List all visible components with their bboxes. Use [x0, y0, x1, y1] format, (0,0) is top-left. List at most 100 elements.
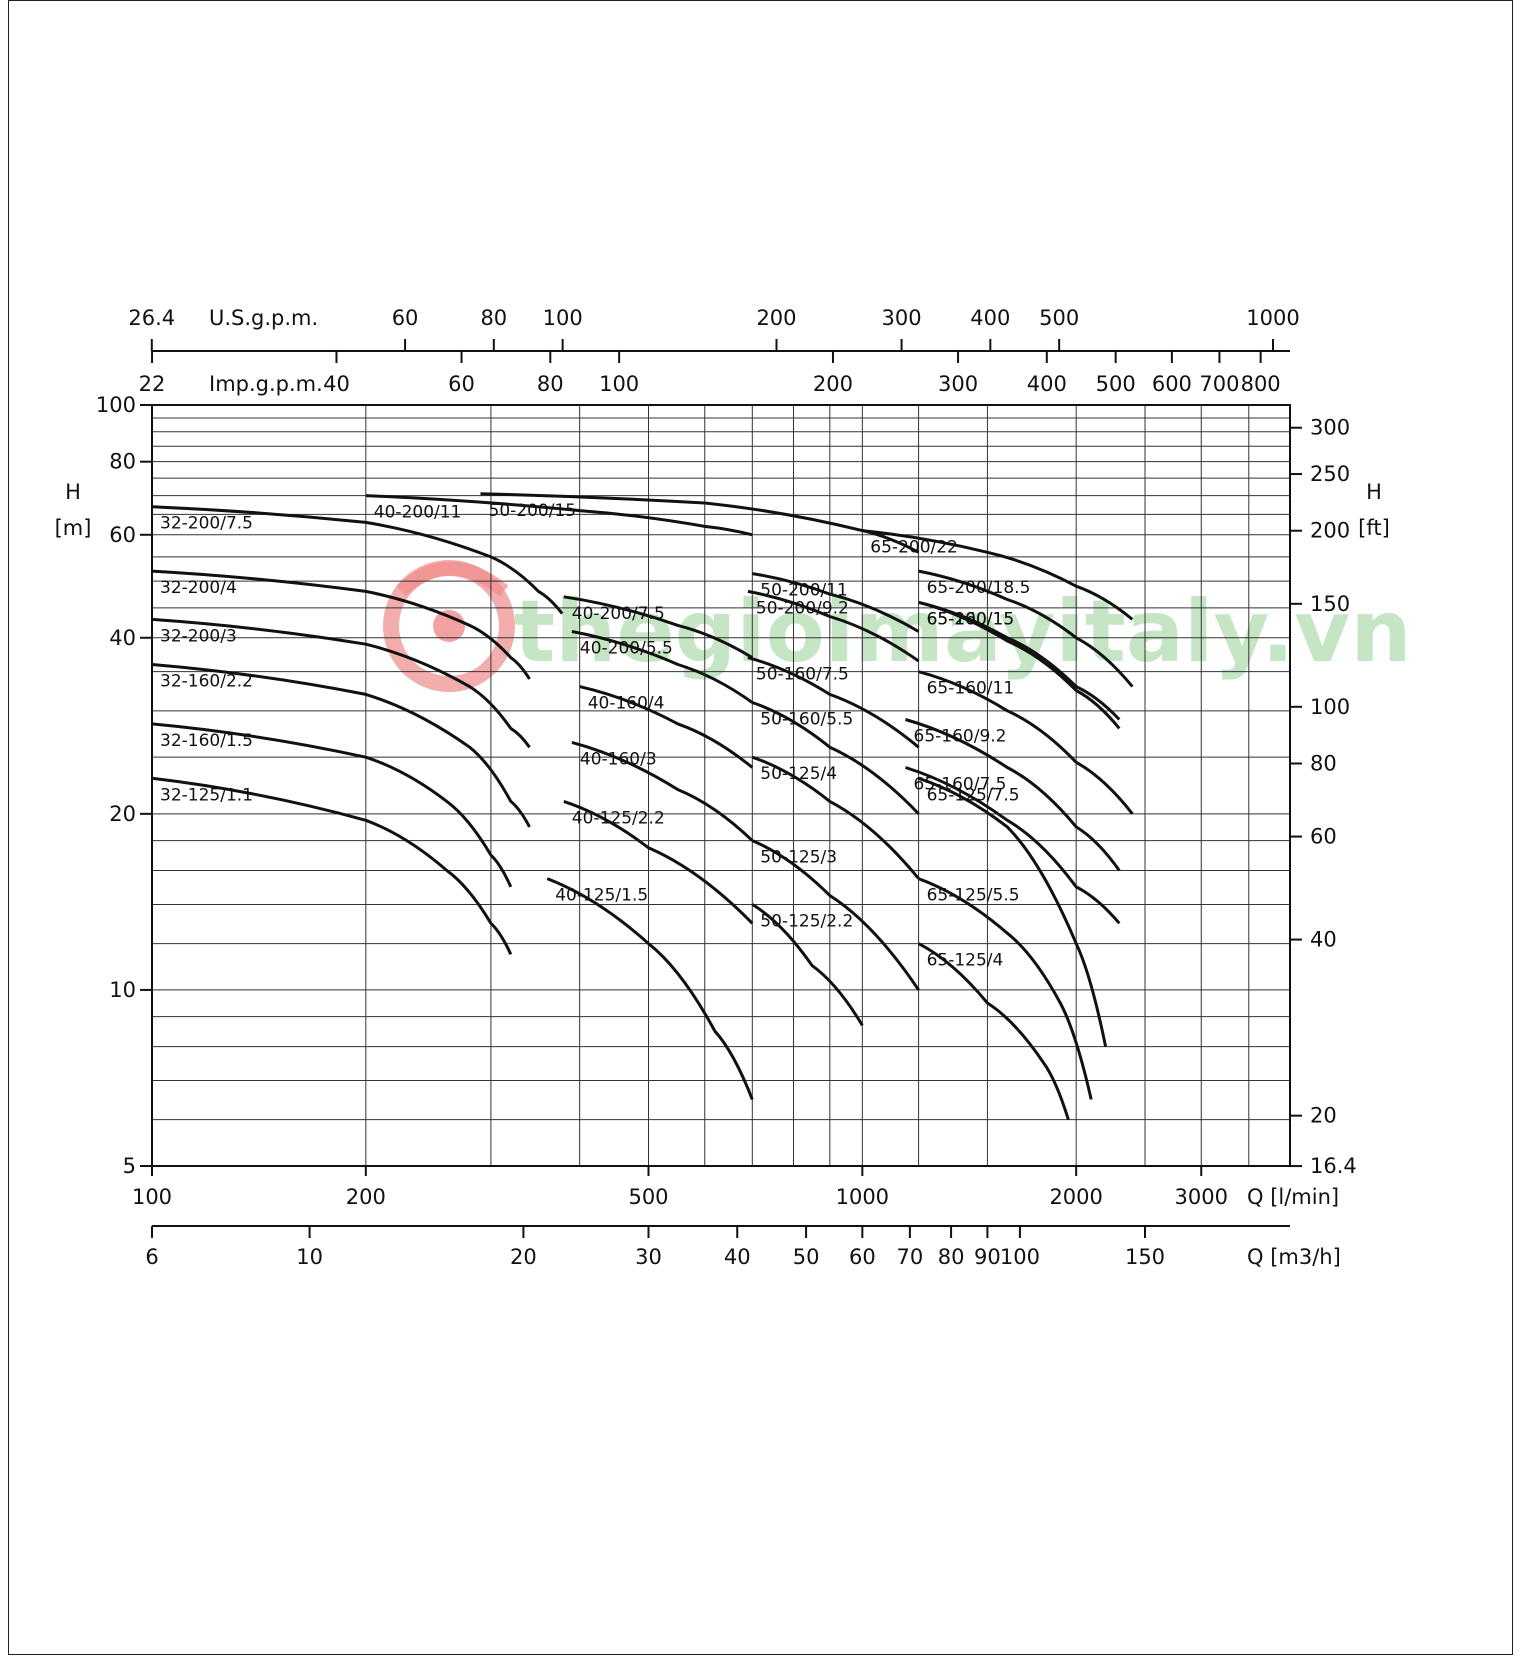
- secondary-x-tick-label: 60: [849, 1245, 876, 1269]
- curve-32-160-1-5: [151, 722, 513, 888]
- curve-label: 40-125/2.2: [572, 808, 665, 828]
- curve-40-200-11: [365, 494, 753, 537]
- secondary-x-tick-label: 70: [897, 1245, 924, 1269]
- y-axis-label-bottom: [m]: [55, 516, 92, 540]
- curve-50-160-7-5: [747, 656, 920, 749]
- curve-label: 50-200/11: [760, 581, 848, 601]
- curve-50-125-4: [751, 755, 920, 880]
- curve-65-200-18-5: [918, 569, 1134, 688]
- right-y-tick-label: 100: [1310, 695, 1350, 719]
- top-tick-label: 100: [543, 306, 583, 330]
- secondary-x-tick-label: 6: [145, 1245, 158, 1269]
- curve-40-125-1-5: [546, 877, 754, 1100]
- right-y-axis-label-top: H: [1366, 480, 1382, 504]
- curve-40-160-4: [579, 685, 754, 769]
- curve-40-200-7-5: [563, 595, 754, 659]
- right-y-tick-label: 300: [1310, 416, 1350, 440]
- top-tick-label: 200: [756, 306, 796, 330]
- curve-label: 65-160/15: [927, 609, 1015, 629]
- curve-50-125-3: [751, 839, 920, 991]
- curve-label: 40-160/3: [580, 749, 657, 769]
- secondary-x-axis-label: Q [m3/h]: [1247, 1245, 1341, 1269]
- curve-label: 40-200/7.5: [572, 604, 665, 624]
- secondary-x-tick-label: 90: [974, 1245, 1001, 1269]
- curve-40-125-2-2: [563, 799, 754, 925]
- secondary-x-tick-label: 10: [296, 1245, 323, 1269]
- curve-label: 32-200/3: [160, 626, 237, 646]
- top-tick-label: 60: [392, 306, 419, 330]
- x-tick-label: 100: [132, 1185, 172, 1209]
- curve-32-160-2-2: [151, 663, 531, 828]
- top-secondary-tick-label: 400: [1027, 372, 1067, 396]
- top-secondary-tick-label: 800: [1241, 372, 1281, 396]
- curve-50-160-5-5: [751, 701, 920, 815]
- curve-32-200-3: [151, 617, 531, 749]
- right-y-axis-label-bottom: [ft]: [1358, 516, 1390, 540]
- top-tick-label: 26.4: [128, 306, 175, 330]
- axes: 100 200 500 1000 2000 3000 Q [l/min] 6 10 20 30 40 5…: [55, 306, 1390, 1269]
- curve-label: 50-125/3: [760, 848, 837, 868]
- curve-label: 50-160/7.5: [756, 665, 849, 685]
- top-tick-label: 500: [1039, 306, 1079, 330]
- curve-label: 50-125/4: [760, 764, 837, 784]
- top-tick-label: 80: [480, 306, 507, 330]
- curve-50-200-11: [752, 572, 920, 633]
- curve-label: 65-200/22: [870, 538, 958, 558]
- circular-swirl-logo: [383, 560, 515, 692]
- curve-65-160-15: [918, 600, 1121, 730]
- right-y-tick-label: 200: [1310, 519, 1350, 543]
- pump-curves: 32-200/7.5 32-200/4 32-200/3 32-160/2.2 32-1…: [151, 492, 1134, 1121]
- curve-65-160-11: [918, 670, 1134, 815]
- watermark-text: thegioimayitaly.vn: [514, 582, 1412, 682]
- curve-label: 32-160/2.2: [160, 672, 253, 692]
- curve-label: 40-200/5.5: [580, 639, 673, 659]
- top-secondary-tick-label: 200: [813, 372, 853, 396]
- curve-50-200-9-2: [747, 589, 920, 663]
- secondary-x-tick-label: 30: [635, 1245, 662, 1269]
- curve-label: 65-160/11: [927, 679, 1015, 699]
- curve-label: 50-160/5.5: [760, 710, 853, 730]
- curve-65-125-4: [917, 942, 1070, 1121]
- watermark: thegioimayitaly.vn: [383, 560, 1412, 692]
- x-axis-label: Q [l/min]: [1247, 1185, 1339, 1209]
- top-secondary-axis-label: Imp.g.p.m.: [209, 372, 323, 396]
- curve-label: 65-125/7.5: [927, 785, 1020, 805]
- right-y-tick-label: 60: [1310, 825, 1337, 849]
- curve-label: 65-125/5.5: [927, 886, 1020, 906]
- curve-40-200-5-5: [571, 630, 754, 704]
- curve-label: 40-200/11: [374, 503, 462, 523]
- pump-performance-chart: thegioimayitaly.vn 100 200 500 1000 2000 3000…: [55, 306, 1412, 1269]
- secondary-x-tick-label: 80: [938, 1245, 965, 1269]
- y-tick-label: 100: [96, 393, 136, 417]
- top-secondary-tick-label: 700: [1199, 372, 1239, 396]
- chart-frame: thegioimayitaly.vn 100 200 500 1000 2000 3000…: [8, 0, 1513, 1655]
- curve-label: 40-160/4: [588, 694, 665, 714]
- curve-label: 50-125/2.2: [760, 911, 853, 931]
- curve-label: 65-200/18.5: [927, 578, 1031, 598]
- right-y-tick-label: 16.4: [1310, 1154, 1357, 1178]
- curve-label: 32-200/7.5: [160, 514, 253, 534]
- secondary-x-tick-label: 150: [1125, 1245, 1165, 1269]
- right-y-tick-label: 80: [1310, 751, 1337, 775]
- curve-65-160-9-2: [905, 718, 1121, 872]
- secondary-x-tick-label: 40: [724, 1245, 751, 1269]
- curve-label: 65-125/4: [927, 951, 1004, 971]
- y-tick-label: 60: [109, 523, 136, 547]
- curve-label: 50-200/15: [489, 501, 577, 521]
- curve-32-200-4: [151, 569, 531, 680]
- top-secondary-tick-label: 600: [1152, 372, 1192, 396]
- secondary-x-tick-label: 100: [1000, 1245, 1040, 1269]
- right-y-tick-label: 20: [1310, 1104, 1337, 1128]
- top-tick-label: 400: [970, 306, 1010, 330]
- y-tick-label: 10: [109, 978, 136, 1002]
- secondary-x-tick-label: 20: [510, 1245, 537, 1269]
- top-secondary-tick-label: 100: [599, 372, 639, 396]
- curve-label: 40-125/1.5: [555, 886, 648, 906]
- top-secondary-tick-label: 80: [537, 372, 564, 396]
- curve-label: 50-200/9.2: [756, 598, 849, 618]
- top-secondary-tick-label: 60: [448, 372, 475, 396]
- top-tick-label: 1000: [1246, 306, 1299, 330]
- y-tick-label: 40: [109, 626, 136, 650]
- curve-label: 32-160/1.5: [160, 731, 253, 751]
- x-tick-label: 2000: [1049, 1185, 1102, 1209]
